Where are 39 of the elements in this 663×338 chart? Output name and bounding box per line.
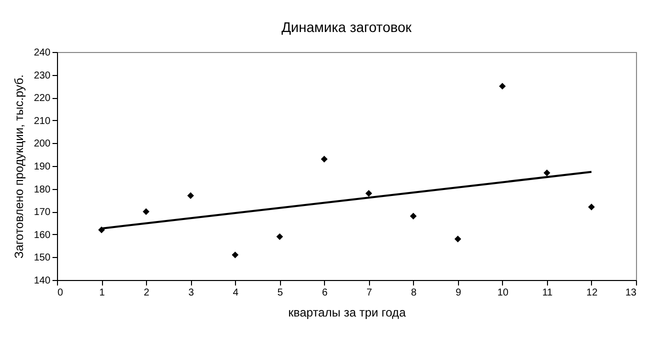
- y-tick-label: 150: [34, 252, 51, 264]
- x-tick-label: 0: [58, 288, 64, 298]
- x-tick-label: 4: [232, 288, 239, 298]
- x-tick-label: 1: [99, 288, 106, 298]
- x-tick-label: 12: [586, 288, 598, 298]
- x-tick-label: 11: [542, 288, 554, 298]
- x-tick-label: 5: [277, 288, 284, 298]
- x-tick-label: 13: [625, 288, 637, 298]
- y-tick-label: 220: [34, 93, 51, 104]
- chart-title: Динамика заготовок: [281, 19, 412, 35]
- x-tick-label: 9: [456, 288, 462, 298]
- point: [499, 82, 506, 90]
- y-tick-label: 240: [34, 48, 51, 58]
- y-tick-label: 190: [34, 162, 51, 172]
- x-tick-label: 7: [366, 288, 372, 298]
- y-tick-label: 210: [34, 116, 51, 127]
- point: [588, 204, 595, 210]
- x-tick-label: 2: [144, 288, 150, 298]
- point: [544, 169, 550, 176]
- x-tick-label: 8: [411, 288, 418, 298]
- point: [454, 236, 462, 242]
- y-tick-label: 160: [34, 230, 51, 241]
- y-tick-label: 180: [34, 184, 51, 196]
- y-tick-label: 230: [34, 70, 51, 82]
- point: [142, 208, 150, 215]
- y-tick-label: 140: [34, 276, 51, 286]
- x-tick-label: 6: [322, 288, 328, 298]
- x-tick-label: 10: [497, 288, 509, 298]
- point: [320, 156, 328, 163]
- y-tick-label: 170: [34, 207, 51, 218]
- point: [276, 233, 284, 240]
- x-axis-title: кварталы за три года: [288, 306, 406, 320]
- point: [410, 212, 417, 220]
- x-tick-label: 3: [188, 288, 194, 298]
- y-axis-title: Заготовлено продукции, тыс.руб.: [12, 74, 26, 259]
- point: [365, 190, 372, 197]
- point: [232, 252, 239, 258]
- point: [187, 192, 194, 199]
- y-tick-label: 200: [34, 138, 51, 150]
